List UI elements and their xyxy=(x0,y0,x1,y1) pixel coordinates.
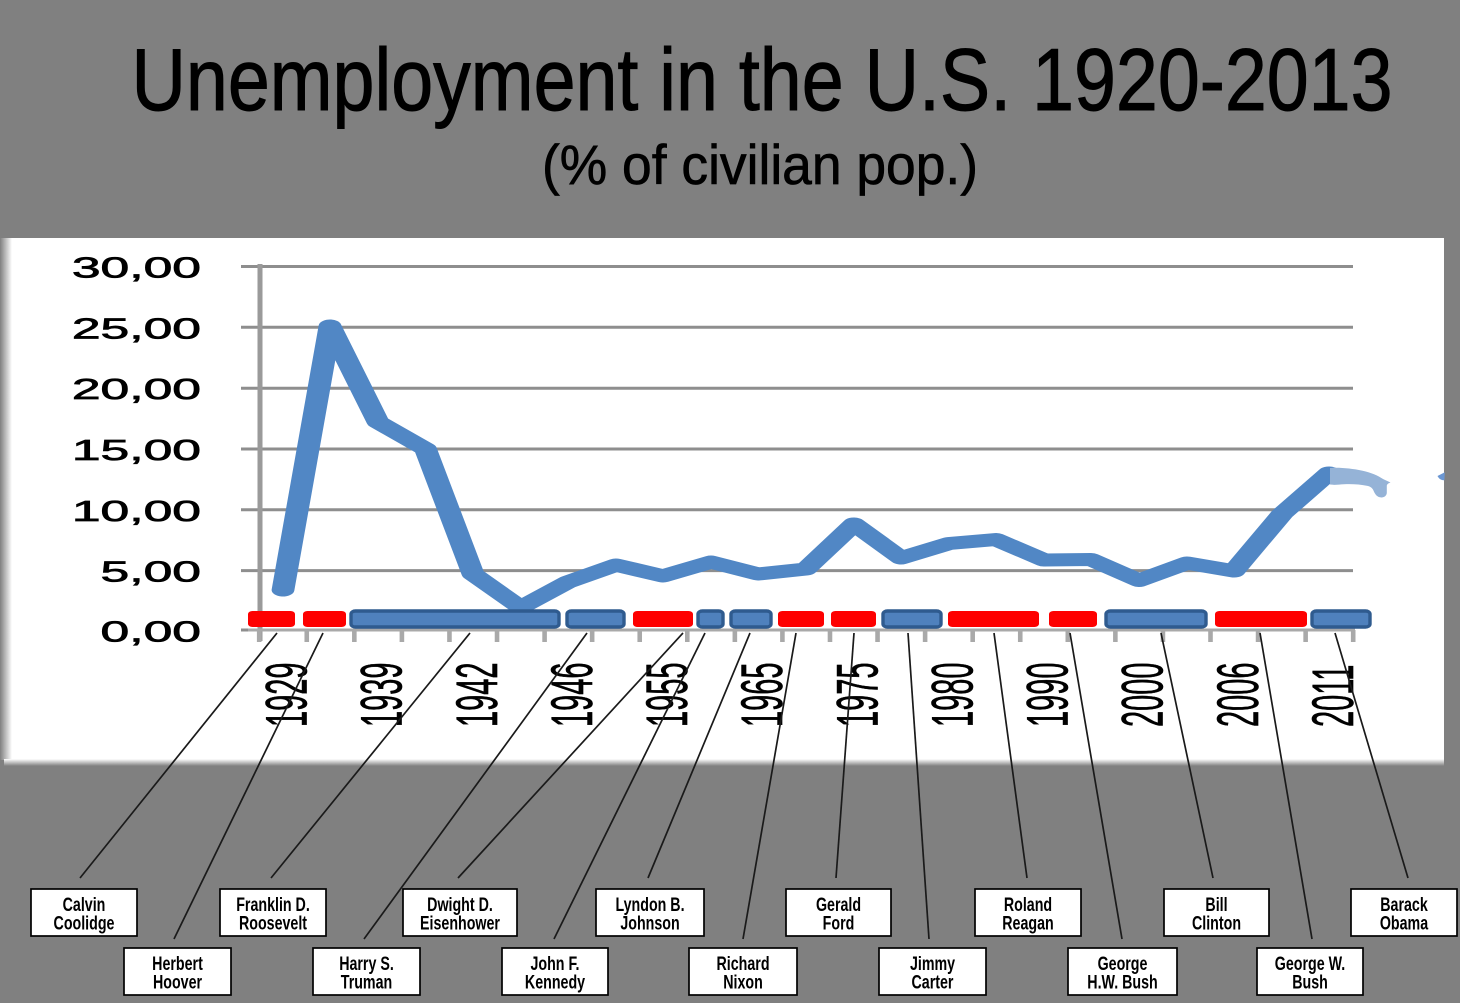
svg-text:Kennedy: Kennedy xyxy=(525,971,586,992)
svg-text:Roosevelt: Roosevelt xyxy=(239,912,307,933)
svg-text:2000: 2000 xyxy=(1110,662,1176,727)
svg-text:George W.: George W. xyxy=(1275,953,1345,974)
svg-text:Roland: Roland xyxy=(1004,894,1052,915)
svg-text:1980: 1980 xyxy=(919,662,985,727)
svg-text:25,00: 25,00 xyxy=(72,312,201,345)
svg-text:1946: 1946 xyxy=(539,662,605,727)
svg-text:Eisenhower: Eisenhower xyxy=(420,912,500,933)
svg-text:Clinton: Clinton xyxy=(1192,912,1241,933)
svg-text:Jimmy: Jimmy xyxy=(910,953,956,974)
svg-text:0,00: 0,00 xyxy=(101,615,201,648)
svg-text:Ford: Ford xyxy=(823,912,855,933)
svg-text:1990: 1990 xyxy=(1014,662,1080,727)
svg-text:Harry S.: Harry S. xyxy=(339,953,394,974)
svg-text:Hoover: Hoover xyxy=(153,971,202,992)
svg-text:Barack: Barack xyxy=(1380,894,1428,915)
svg-text:Truman: Truman xyxy=(341,971,392,992)
svg-text:Coolidge: Coolidge xyxy=(54,912,115,933)
svg-text:2006: 2006 xyxy=(1205,662,1271,727)
svg-text:Carter: Carter xyxy=(912,971,954,992)
svg-text:Franklin D.: Franklin D. xyxy=(236,894,310,915)
svg-text:1939: 1939 xyxy=(349,662,415,727)
svg-text:Lyndon B.: Lyndon B. xyxy=(615,894,684,915)
svg-text:1929: 1929 xyxy=(253,662,319,727)
svg-text:1942: 1942 xyxy=(444,662,510,727)
svg-text:Bush: Bush xyxy=(1292,971,1328,992)
svg-text:Calvin: Calvin xyxy=(63,894,106,915)
svg-text:2011: 2011 xyxy=(1300,665,1366,727)
svg-text:Johnson: Johnson xyxy=(620,912,679,933)
svg-text:Nixon: Nixon xyxy=(723,971,763,992)
svg-text:Bill: Bill xyxy=(1205,894,1227,915)
svg-text:John F.: John F. xyxy=(530,953,579,974)
svg-text:5,00: 5,00 xyxy=(101,555,201,588)
svg-text:1965: 1965 xyxy=(729,662,795,727)
svg-text:Dwight D.: Dwight D. xyxy=(427,894,493,915)
svg-text:15,00: 15,00 xyxy=(72,434,201,467)
svg-text:Richard: Richard xyxy=(716,953,769,974)
svg-text:Gerald: Gerald xyxy=(816,894,861,915)
svg-text:20,00: 20,00 xyxy=(72,373,201,406)
svg-text:30,00: 30,00 xyxy=(72,251,201,284)
svg-text:Herbert: Herbert xyxy=(152,953,203,974)
svg-text:Unemployment in the U.S. 1920-: Unemployment in the U.S. 1920-2013 xyxy=(132,30,1393,129)
svg-text:George: George xyxy=(1098,953,1148,974)
svg-text:Obama: Obama xyxy=(1380,912,1429,933)
svg-text:H.W. Bush: H.W. Bush xyxy=(1087,971,1157,992)
svg-text:10,00: 10,00 xyxy=(72,494,201,527)
svg-text:(% of civilian pop.): (% of civilian pop.) xyxy=(542,133,978,196)
svg-text:1975: 1975 xyxy=(824,662,890,727)
svg-text:Reagan: Reagan xyxy=(1002,912,1053,933)
svg-text:1955: 1955 xyxy=(634,662,700,727)
